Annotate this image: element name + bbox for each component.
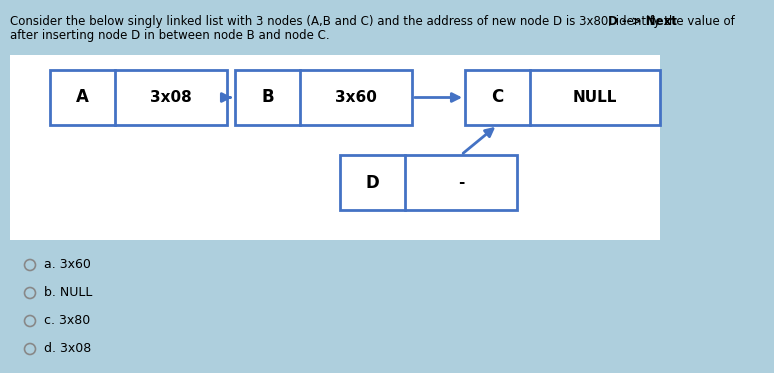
Bar [465,70,660,125]
Text: c. 3x80: c. 3x80 [44,314,91,327]
Circle shape [25,316,36,326]
Text: 3x60: 3x60 [335,90,377,105]
Circle shape [25,344,36,354]
Text: Consider the below singly linked list with 3 nodes (A,B and C) and the address o: Consider the below singly linked list wi… [10,15,738,28]
Bar [50,70,227,125]
Text: B: B [261,88,274,107]
Text: D --> Next: D --> Next [608,15,677,28]
Circle shape [25,288,36,298]
Bar [10,55,660,240]
Text: NULL: NULL [573,90,617,105]
Text: 3x08: 3x08 [150,90,192,105]
Text: C: C [491,88,504,107]
Text: -: - [457,175,464,190]
Bar [340,155,517,210]
Circle shape [25,260,36,270]
Text: A: A [76,88,89,107]
Text: d. 3x08: d. 3x08 [44,342,91,355]
Text: D: D [365,173,379,191]
Bar [235,70,412,125]
Text: after inserting node D in between node B and node C.: after inserting node D in between node B… [10,29,330,42]
Text: a. 3x60: a. 3x60 [44,258,91,272]
Text: b. NULL: b. NULL [44,286,92,300]
